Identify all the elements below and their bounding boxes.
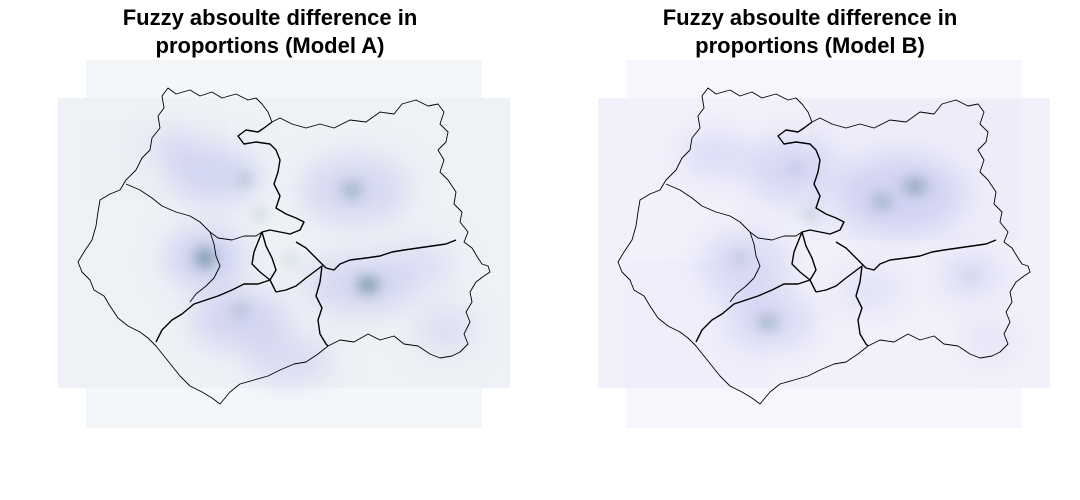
panel-title-model-a: Fuzzy absoulte difference in proportions… (0, 4, 540, 60)
district-boundaries (617, 87, 1031, 405)
raster-background (598, 60, 1050, 428)
panel-title-line-1: Fuzzy absoulte difference in (122, 5, 418, 30)
map-panel-model-a: Fuzzy absoulte difference in proportions… (0, 4, 540, 428)
difference-halos (680, 133, 1015, 358)
panel-title-line-2: proportions (Model B) (695, 33, 925, 58)
panel-title-model-b: Fuzzy absoulte difference in proportions… (540, 4, 1080, 60)
fuzzy-difference-map-model-a (58, 60, 510, 428)
map-panel-model-b: Fuzzy absoulte difference in proportions… (540, 0, 1080, 500)
difference-hotspots (195, 174, 379, 316)
panel-title-line-2: proportions (Model A) (155, 33, 385, 58)
district-boundaries (77, 87, 491, 405)
fuzzy-difference-map-model-b (598, 60, 1050, 428)
panel-title-line-1: Fuzzy absoulte difference in (662, 5, 958, 30)
difference-hotspots (733, 163, 976, 329)
